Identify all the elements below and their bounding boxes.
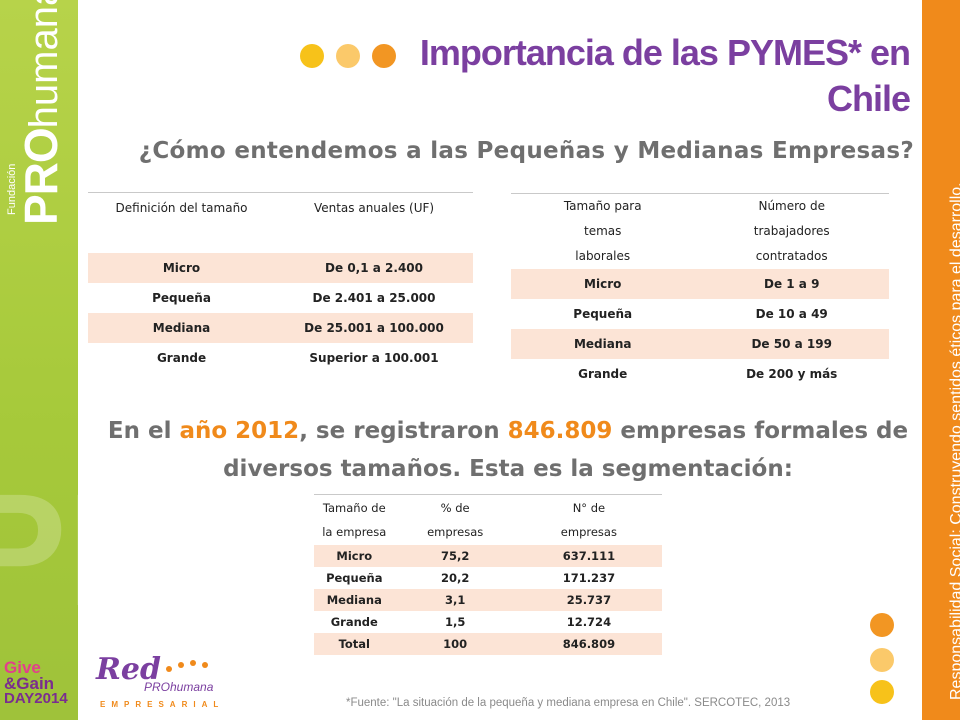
table-cell: Pequeña	[326, 571, 383, 585]
table-cell: Superior a 100.001	[309, 351, 439, 365]
give-gain-line3: DAY2014	[4, 690, 68, 708]
table-cell: 25.737	[515, 589, 662, 611]
light-orange-dot-icon	[336, 44, 360, 68]
light-orange-dot-icon	[870, 648, 894, 672]
table-cell: 171.237	[562, 571, 616, 585]
statement-text: En el año 2012, se registraron 846.809 e…	[90, 412, 926, 488]
table-cell: 1,5	[444, 615, 466, 629]
table-row: Micro 75,2 637.111	[314, 545, 662, 567]
table-row: Grande 1,5 12.724	[314, 611, 662, 633]
table-row: Pequeña 20,2 171.237	[314, 567, 662, 589]
table-header-cell: % de empresas	[394, 494, 516, 545]
table-cell: 75,2	[394, 545, 516, 567]
orange-dot-icon	[372, 44, 396, 68]
workers-size-table: Tamaño para temas laborales Número de tr…	[511, 193, 889, 389]
red-logo-empresarial: EMPRESARIAL	[100, 700, 225, 709]
table-cell: Pequeña	[152, 291, 211, 305]
sales-size-table: Definición del tamaño Ventas anuales (UF…	[88, 192, 473, 373]
source-footnote: *Fuente: "La situación de la pequeña y m…	[346, 697, 791, 709]
table-row: Mediana 3,1 25.737	[314, 589, 662, 611]
table-header-row: Tamaño de la empresa % de empresas N° de…	[314, 494, 662, 545]
red-logo-word: Red	[96, 652, 161, 687]
give-gain-line2: &Gain	[4, 674, 55, 694]
table-cell: Grande	[578, 367, 628, 381]
table-row: Mediana De 50 a 199	[511, 329, 889, 359]
table-cell: De 200 y más	[746, 367, 838, 381]
pro-watermark: PRO	[0, 460, 307, 639]
table-row: Grande Superior a 100.001	[88, 343, 473, 373]
table-row: Mediana De 25.001 a 100.000	[88, 313, 473, 343]
table-cell: De 2.401 a 25.000	[312, 291, 436, 305]
table-header-cell: Definición del tamaño	[88, 192, 276, 253]
table-header-row: Definición del tamaño Ventas anuales (UF…	[88, 192, 473, 253]
table-row: Micro De 1 a 9	[511, 269, 889, 299]
table-cell: De 50 a 199	[694, 329, 889, 359]
orange-dot-icon	[870, 613, 894, 637]
table-header-row: Tamaño para temas laborales Número de tr…	[511, 193, 889, 269]
table-cell: Mediana	[314, 589, 395, 611]
statement-part3: empresas formales de diversos tamaños. E…	[223, 418, 909, 482]
table-cell: 100	[394, 633, 516, 655]
right-brand-band: Responsabilidad Social: Construyendo sen…	[922, 0, 960, 720]
table-cell: 12.724	[566, 615, 612, 629]
left-brand-band: Fundación PROhumana PRO Give &Gain DAY20…	[0, 0, 307, 720]
table-header-cell: Tamaño para temas laborales	[511, 193, 695, 269]
statement-part1: En el	[107, 418, 180, 444]
table-cell: Grande	[330, 615, 378, 629]
table-row: Micro De 0,1 a 2.400	[88, 253, 473, 283]
page-title: Importancia de las PYMES* en Chile	[419, 32, 911, 119]
table-cell: Micro	[511, 269, 695, 299]
give-gain-logo: Give &Gain DAY2014	[4, 658, 74, 716]
table-header-cell: Número de trabajadores contratados	[694, 193, 889, 269]
page-subtitle: ¿Cómo entendemos a las Pequeñas y Median…	[138, 138, 914, 164]
table-cell: 3,1	[394, 589, 516, 611]
statement-part2: , se registraron	[299, 418, 508, 444]
segmentation-table: Tamaño de la empresa % de empresas N° de…	[314, 494, 662, 655]
table-header-cell: Ventas anuales (UF)	[275, 192, 473, 253]
red-prohumana-logo: Red PROhumana EMPRESARIAL	[96, 652, 226, 714]
table-header-cell: N° de empresas	[515, 494, 662, 545]
table-row: Pequeña De 10 a 49	[511, 299, 889, 329]
table-cell: De 10 a 49	[755, 307, 828, 321]
table-row: Grande De 200 y más	[511, 359, 889, 389]
table-cell: De 0,1 a 2.400	[275, 253, 473, 283]
table-row: Total 100 846.809	[314, 633, 662, 655]
table-cell: De 25.001 a 100.000	[275, 313, 473, 343]
table-cell: Grande	[156, 351, 207, 365]
logo-humana-text: humana	[22, 0, 66, 129]
table-cell: Total	[314, 633, 395, 655]
table-cell: 637.111	[515, 545, 662, 567]
yellow-dot-icon	[870, 680, 894, 704]
red-logo-pro: PROhumana	[144, 680, 214, 694]
table-cell: 20,2	[440, 571, 470, 585]
give-gain-line1: Give	[4, 658, 41, 677]
table-cell: Micro	[88, 253, 276, 283]
right-band-slogan: Responsabilidad Social: Construyendo sen…	[948, 182, 960, 700]
prohumana-logo: PROhumana	[6, 0, 76, 230]
table-cell: Pequeña	[573, 307, 633, 321]
table-header-cell: Tamaño de la empresa	[314, 494, 395, 545]
table-row: Pequeña De 2.401 a 25.000	[88, 283, 473, 313]
yellow-dot-icon	[300, 44, 324, 68]
statement-year: año 2012	[179, 418, 300, 444]
table-cell: Micro	[314, 545, 395, 567]
statement-count: 846.809	[507, 418, 613, 444]
table-cell: 846.809	[515, 633, 662, 655]
table-cell: Mediana	[88, 313, 276, 343]
table-cell: Mediana	[511, 329, 695, 359]
table-cell: De 1 a 9	[694, 269, 889, 299]
